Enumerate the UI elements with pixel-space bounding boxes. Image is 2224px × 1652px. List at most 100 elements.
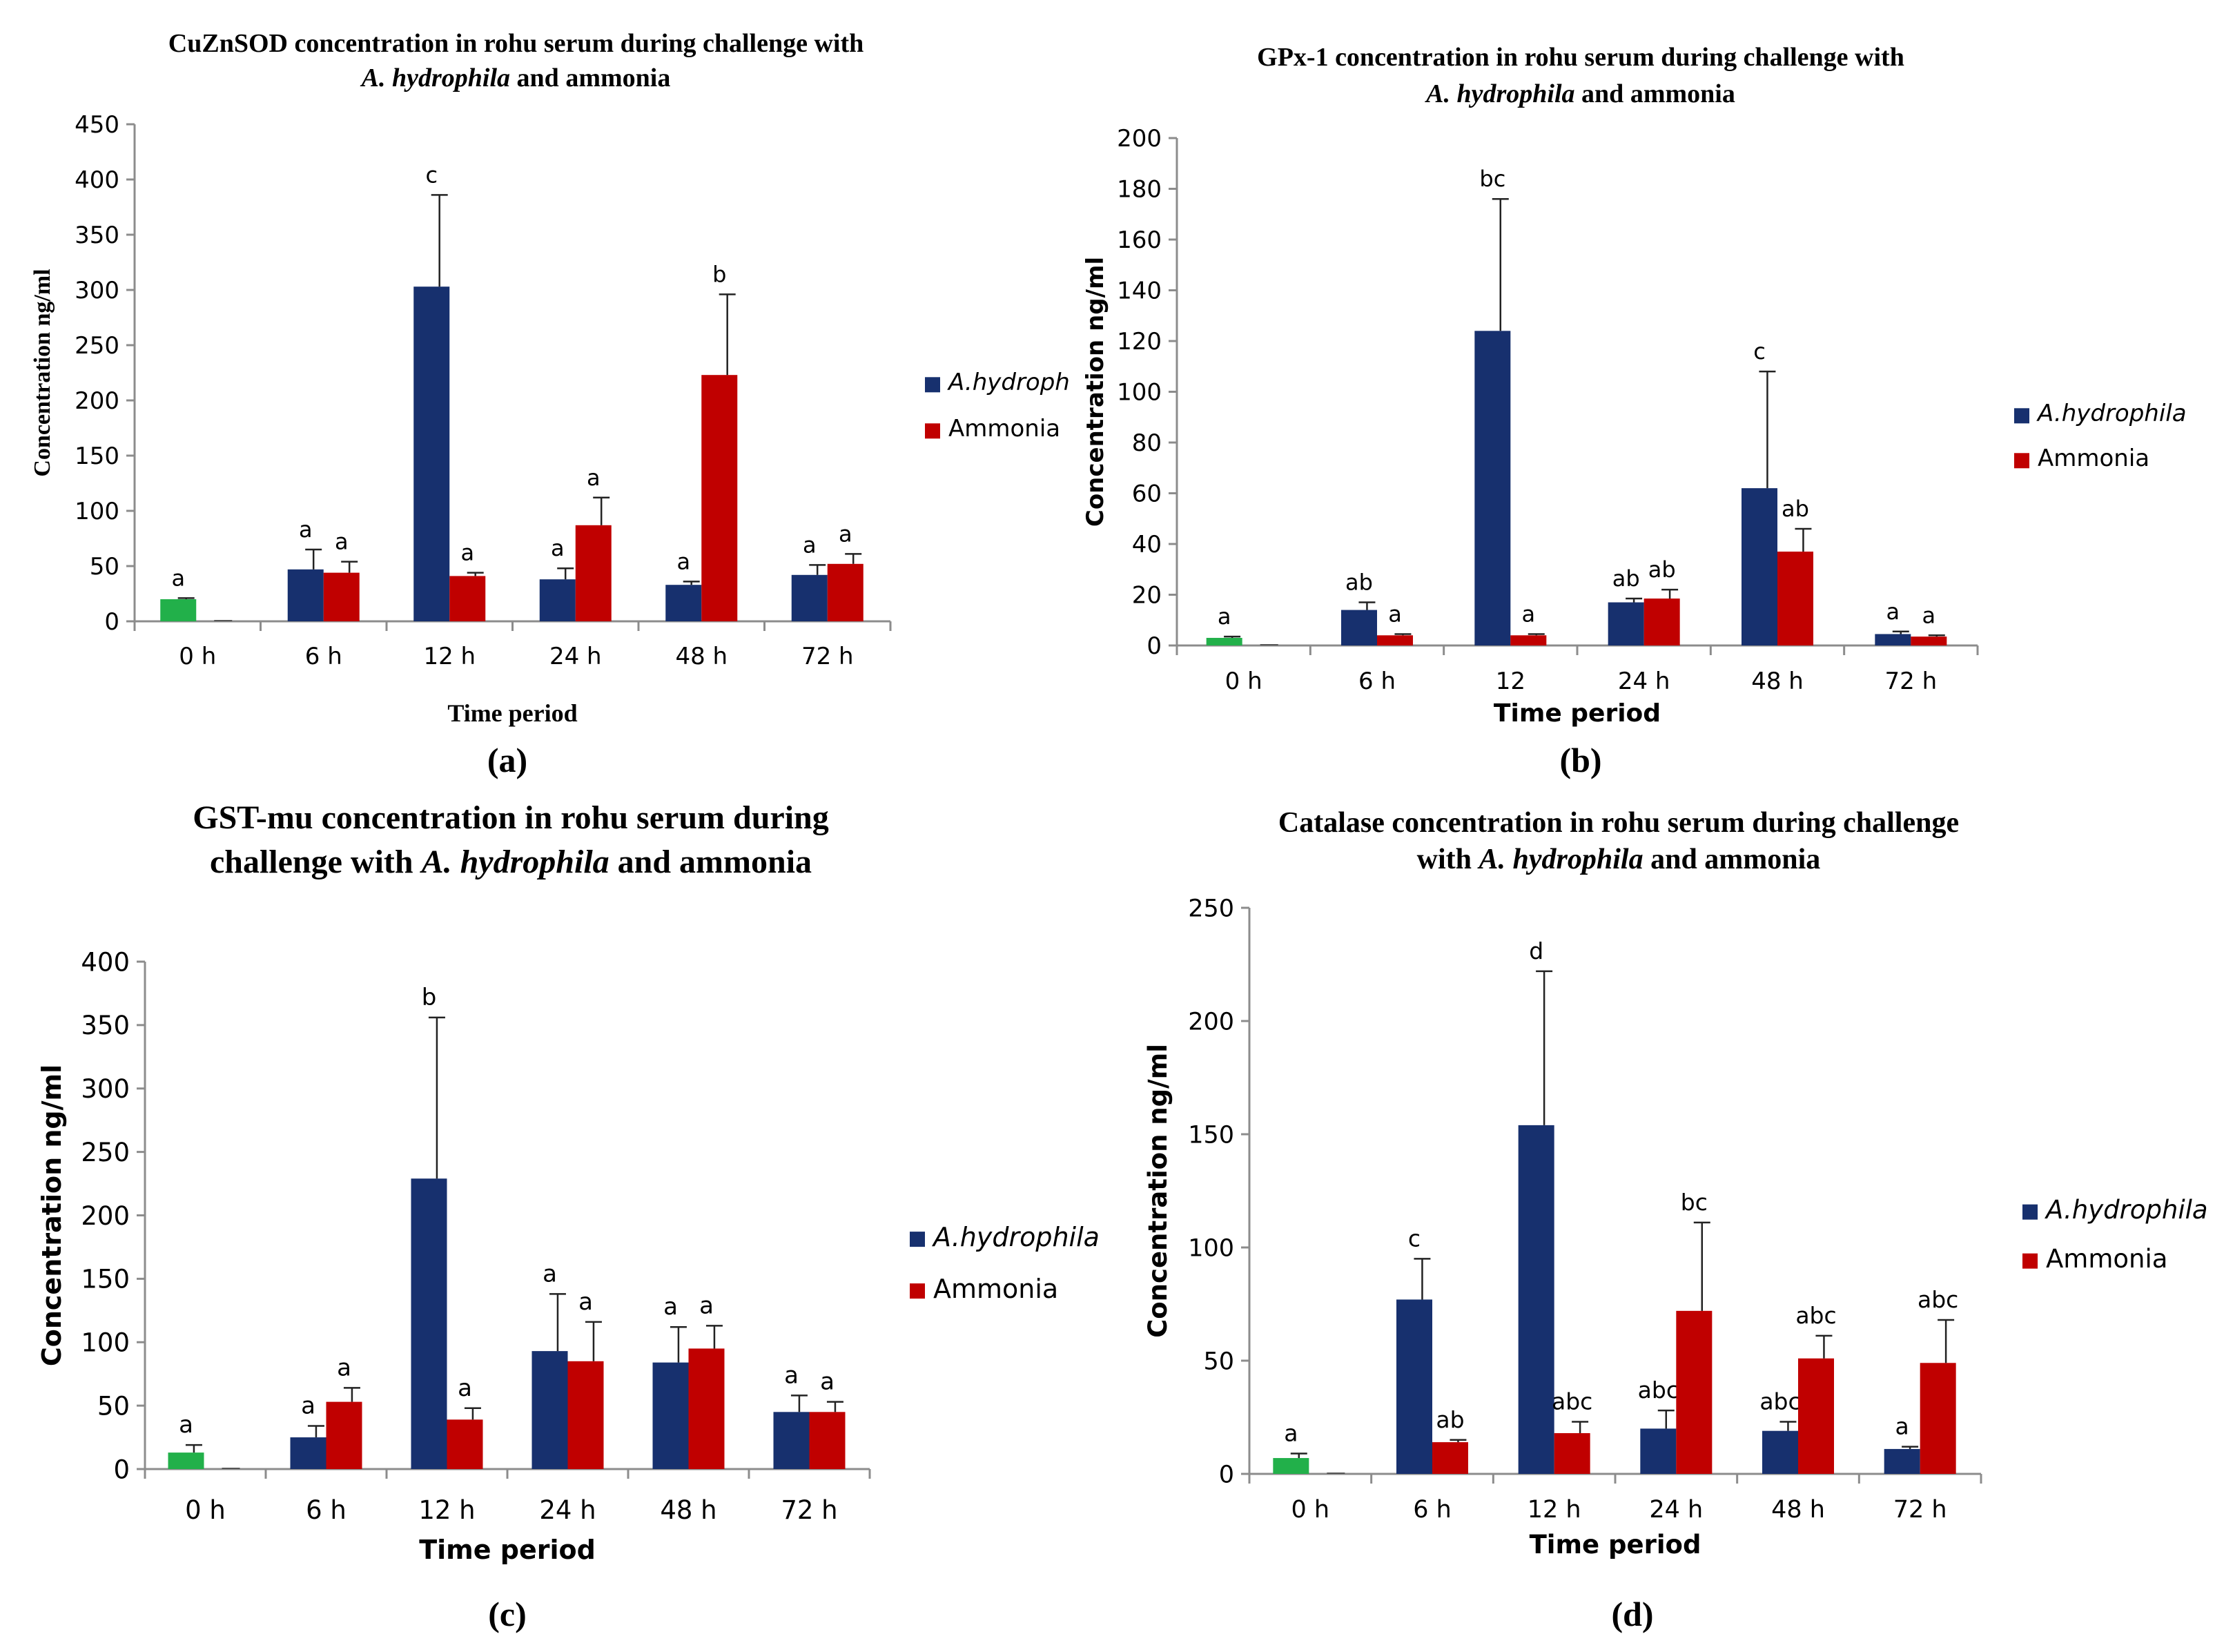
- chart-title-segment: CuZnSOD concentration in rohu serum duri…: [168, 29, 864, 58]
- x-tick-label: 24 h: [1649, 1496, 1703, 1524]
- x-tick-label: 48 h: [660, 1495, 716, 1525]
- ammonia-significance-letter: bc: [1681, 1189, 1708, 1216]
- legend-swatch: [910, 1232, 925, 1247]
- ammonia-significance-letter: a: [699, 1292, 714, 1319]
- ahydrophila-significance-letter: c: [425, 162, 438, 188]
- chart-title-line: GST-mu concentration in rohu serum durin…: [193, 799, 828, 836]
- legend-swatch: [925, 377, 940, 393]
- chart-title-line: A. hydrophila and ammonia: [1425, 79, 1735, 108]
- chart-title-segment: A. hydrophila: [1477, 844, 1643, 875]
- y-tick-label: 300: [75, 277, 119, 304]
- y-tick-label: 250: [81, 1138, 130, 1167]
- ahydrophila-bar: [539, 579, 576, 621]
- x-axis-label: Time period: [419, 1535, 596, 1565]
- x-tick-label: 6 h: [1358, 668, 1396, 695]
- control-empty-marker: [214, 620, 233, 621]
- ahydrophila-bar: [1474, 331, 1511, 645]
- legend-swatch: [2022, 1204, 2038, 1220]
- ahydrophila-significance-letter: a: [299, 516, 313, 543]
- y-tick-label: 100: [81, 1328, 130, 1358]
- y-axis-label: Concentration ng/ml: [1143, 1044, 1173, 1338]
- ahydrophila-significance-letter: bc: [1479, 166, 1505, 192]
- ammonia-bar: [447, 1419, 483, 1469]
- y-tick-label: 50: [97, 1391, 130, 1421]
- chart-title-segment: Catalase concentration in rohu serum dur…: [1278, 807, 1959, 839]
- ammonia-bar: [1432, 1442, 1468, 1474]
- y-tick-label: 0: [104, 608, 119, 636]
- x-tick-label: 48 h: [675, 643, 728, 670]
- chart-title-segment: and ammonia: [609, 844, 812, 880]
- control-significance-letter: a: [171, 565, 185, 591]
- ahydrophila-bar: [1884, 1448, 1920, 1474]
- y-tick-label: 400: [75, 166, 119, 194]
- x-tick-label: 12: [1496, 668, 1525, 695]
- y-tick-label: 400: [81, 947, 130, 977]
- ahydrophila-bar: [652, 1362, 689, 1469]
- ahydrophila-significance-letter: b: [422, 984, 437, 1011]
- ammonia-significance-letter: abc: [1552, 1388, 1592, 1415]
- ammonia-significance-letter: ab: [1782, 496, 1809, 522]
- ammonia-bar: [1377, 635, 1413, 645]
- chart-title-line: Catalase concentration in rohu serum dur…: [1278, 807, 1959, 839]
- ahydrophila-bar: [1762, 1430, 1798, 1474]
- x-tick-label: 12 h: [418, 1495, 475, 1525]
- ammonia-significance-letter: a: [1522, 601, 1536, 627]
- ahydrophila-significance-letter: a: [803, 532, 817, 558]
- ammonia-bar: [1920, 1363, 1956, 1474]
- y-tick-label: 250: [75, 332, 119, 360]
- chart-title-line: with A. hydrophila and ammonia: [1417, 844, 1821, 875]
- ammonia-significance-letter: ab: [1648, 556, 1676, 583]
- y-axis-label: Concentration ng/ml: [1082, 257, 1109, 527]
- x-tick-label: 48 h: [1771, 1496, 1825, 1524]
- panel-label: (b): [1559, 741, 1601, 779]
- chart-d: Catalase concentration in rohu serum dur…: [1143, 807, 2208, 1633]
- ammonia-bar: [326, 1401, 362, 1469]
- ahydrophila-significance-letter: a: [301, 1392, 315, 1420]
- chart-title-line: GPx-1 concentration in rohu serum during…: [1257, 43, 1904, 72]
- ammonia-significance-letter: a: [335, 529, 349, 555]
- ahydrophila-significance-letter: abc: [1759, 1388, 1800, 1415]
- y-tick-label: 0: [1147, 632, 1162, 660]
- legend-label: Ammonia: [2046, 1244, 2167, 1274]
- ammonia-bar: [1643, 599, 1680, 645]
- ammonia-significance-letter: abc: [1918, 1286, 1958, 1313]
- y-axis-label: Concentration ng/ml: [37, 1065, 67, 1366]
- x-tick-label: 48 h: [1751, 668, 1804, 695]
- ahydrophila-bar: [290, 1437, 326, 1469]
- legend-label: A.hydrophila: [2036, 400, 2187, 427]
- ahydrophila-significance-letter: c: [1753, 338, 1766, 365]
- panel-label: (c): [488, 1595, 527, 1633]
- control-bar: [160, 599, 197, 621]
- x-axis-label: Time period: [1530, 1530, 1701, 1559]
- chart-title-line: CuZnSOD concentration in rohu serum duri…: [168, 29, 864, 58]
- y-tick-label: 160: [1117, 226, 1162, 254]
- chart-title-segment: A. hydrophila: [360, 64, 510, 93]
- ammonia-significance-letter: a: [1388, 601, 1402, 627]
- legend-label: A.hydroph: [947, 369, 1070, 396]
- panel-label: (d): [1611, 1595, 1653, 1633]
- ahydrophila-significance-letter: a: [551, 535, 565, 561]
- ahydrophila-bar: [411, 1178, 447, 1469]
- x-tick-label: 6 h: [305, 643, 342, 670]
- chart-a: CuZnSOD concentration in rohu serum duri…: [30, 29, 1070, 779]
- legend-label: A.hydrophila: [931, 1222, 1100, 1252]
- y-tick-label: 50: [1203, 1348, 1234, 1376]
- ammonia-significance-letter: a: [337, 1354, 351, 1381]
- x-tick-label: 0 h: [179, 643, 216, 670]
- chart-c: GST-mu concentration in rohu serum durin…: [37, 799, 1100, 1633]
- y-tick-label: 40: [1132, 531, 1162, 558]
- ammonia-bar: [1554, 1432, 1590, 1474]
- y-tick-label: 150: [75, 443, 119, 470]
- ahydrophila-significance-letter: ab: [1345, 570, 1373, 596]
- chart-title-line: A. hydrophila and ammonia: [360, 64, 671, 93]
- y-tick-label: 80: [1132, 429, 1162, 457]
- chart-title-segment: with: [1417, 844, 1479, 875]
- legend-label: A.hydrophila: [2045, 1195, 2208, 1225]
- y-tick-label: 100: [1117, 379, 1162, 407]
- x-tick-label: 12 h: [1528, 1496, 1581, 1524]
- ahydrophila-significance-letter: a: [543, 1260, 557, 1287]
- chart-title-segment: GST-mu concentration in rohu serum durin…: [193, 799, 828, 836]
- ammonia-significance-letter: ab: [1436, 1406, 1464, 1433]
- y-tick-label: 350: [75, 222, 119, 249]
